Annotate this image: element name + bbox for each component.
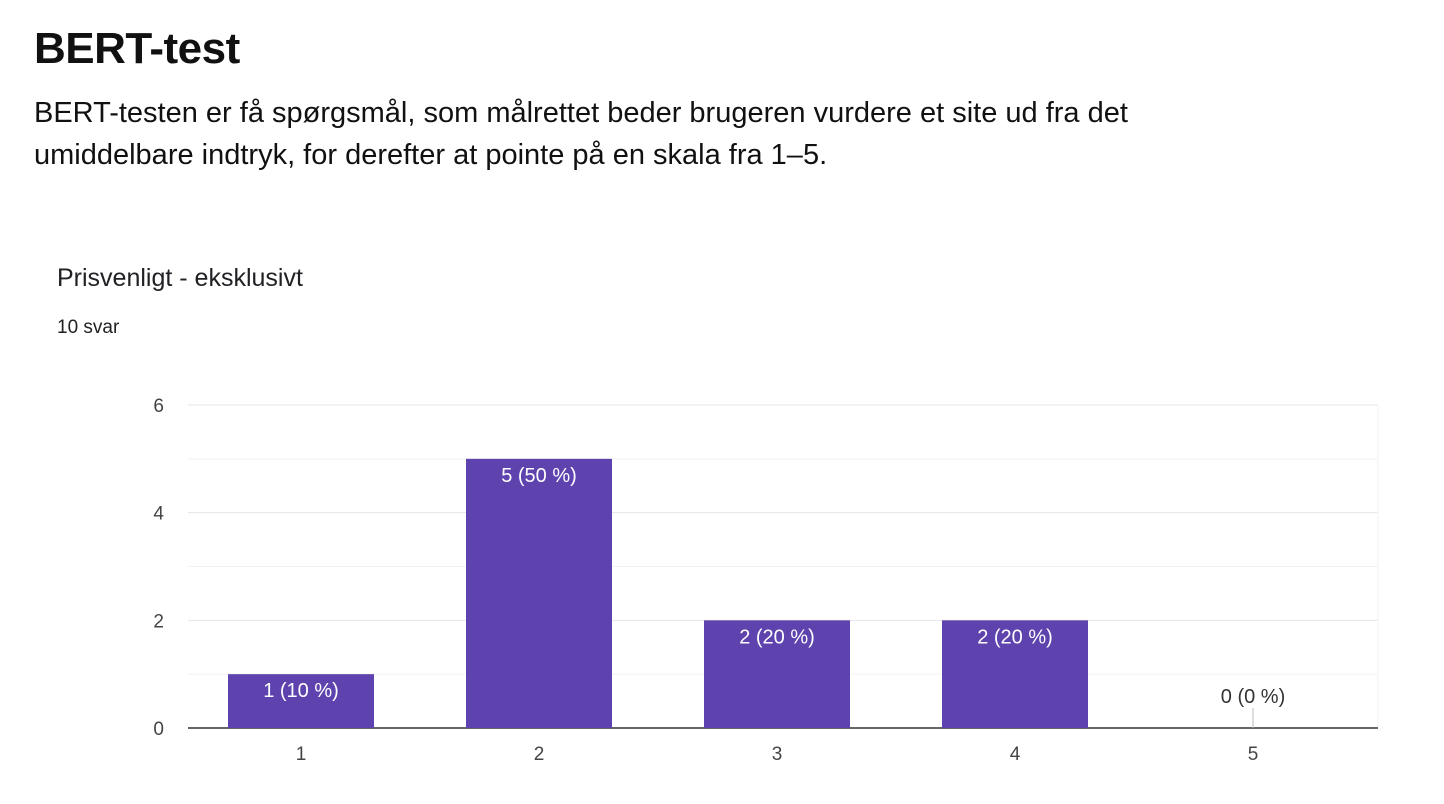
data-label: 0 (0 %) — [1221, 686, 1285, 708]
bars — [228, 458, 1088, 728]
bar — [466, 458, 612, 728]
y-tick-label: 6 — [153, 396, 164, 417]
data-label: 2 (20 %) — [739, 626, 815, 648]
bar — [228, 674, 374, 728]
x-tick-label: 2 — [534, 744, 545, 765]
chart-title: Prisvenligt - eksklusivt — [57, 264, 303, 292]
bar — [704, 620, 850, 728]
x-tick-label: 5 — [1248, 744, 1259, 765]
x-tick-label: 4 — [1010, 744, 1021, 765]
y-tick-label: 2 — [153, 611, 164, 632]
y-tick-label: 4 — [153, 504, 164, 525]
y-axis-ticks: 0 2 4 6 — [153, 396, 164, 740]
gridlines — [188, 404, 1379, 729]
bar — [942, 620, 1088, 728]
intro-paragraph: BERT-testen er få spørgsmål, som målrett… — [34, 97, 1128, 171]
data-label: 1 (10 %) — [263, 680, 339, 702]
page-title: BERT-test — [34, 24, 240, 73]
data-label: 2 (20 %) — [977, 626, 1053, 648]
x-tick-label: 1 — [296, 744, 307, 765]
data-label: 5 (50 %) — [501, 465, 577, 487]
x-tick-label: 3 — [772, 744, 783, 765]
x-axis-ticks: 1 2 3 4 5 — [296, 744, 1259, 765]
bar-chart: 0 2 4 6 1 2 3 4 5 1 (10 %) 5 (50 %) 2 (20 %) 2 (20… — [153, 396, 1379, 765]
data-labels: 1 (10 %) 5 (50 %) 2 (20 %) 2 (20 %) 0 (0 %) — [263, 465, 1285, 728]
y-tick-label: 0 — [153, 719, 164, 740]
chart-response-count: 10 svar — [57, 317, 120, 338]
